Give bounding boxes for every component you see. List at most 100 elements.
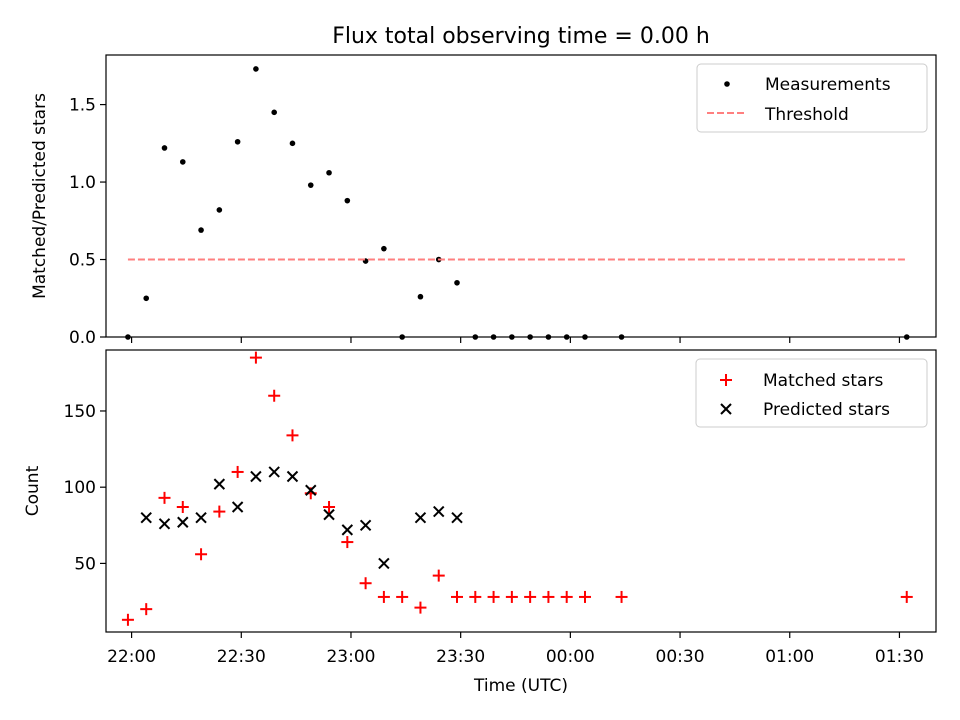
- legend-matched-marker: [720, 374, 732, 386]
- top-legend: Measurements Threshold: [696, 63, 928, 133]
- measurement-point: [289, 140, 296, 147]
- measurement-point: [216, 207, 223, 213]
- legend-predicted-marker: [720, 403, 732, 415]
- bottom-y-axis-label: Count: [23, 465, 43, 516]
- matched-stars-point: [900, 590, 913, 603]
- legend-matched-label: Matched stars: [763, 371, 883, 391]
- matched-stars-point: [158, 491, 171, 504]
- top-legend-box: [696, 63, 928, 133]
- measurement-point: [381, 245, 387, 252]
- measurement-point: [161, 145, 168, 151]
- matched-stars-point: [505, 590, 518, 603]
- matched-stars-point: [432, 569, 445, 582]
- top-x-ticks: [130, 337, 901, 343]
- predicted-stars-point: [268, 466, 280, 478]
- matched-stars-point: [377, 590, 390, 603]
- predicted-stars-point: [213, 478, 226, 490]
- predicted-stars-point: [195, 511, 207, 524]
- measurement-point: [234, 138, 241, 145]
- measurement-point: [179, 159, 186, 165]
- predicted-stars-point: [341, 524, 354, 536]
- measurement-point: [344, 197, 351, 204]
- predicted-stars-point: [305, 484, 317, 496]
- bottom-plot-area: [121, 351, 913, 626]
- top-panel: Matched/Predicted stars 0.0 0.5 1.0 1.5 Mea…: [30, 54, 937, 348]
- bottom-axes-frame: [105, 349, 937, 633]
- predicted-stars-point: [378, 557, 390, 570]
- matched-stars-point: [524, 590, 537, 603]
- matched-stars-point: [615, 590, 628, 603]
- bottom-y-tick-label: 50: [74, 554, 96, 574]
- predicted-stars-point: [177, 516, 189, 528]
- matched-stars-point: [578, 590, 591, 603]
- predicted-stars-point: [451, 511, 463, 524]
- predicted-stars-point: [140, 511, 152, 524]
- bottom-y-tick-label: 150: [64, 402, 96, 422]
- legend-measurements-marker: [724, 81, 730, 87]
- predicted-stars-point: [250, 470, 262, 483]
- matched-stars-point: [323, 501, 336, 514]
- matched-stars-point: [195, 548, 208, 561]
- matched-stars-point: [487, 590, 500, 603]
- x-tick-label: 22:30: [217, 647, 266, 667]
- legend-threshold-label: Threshold: [764, 105, 849, 125]
- matched-stars-point: [359, 577, 372, 590]
- matched-stars-point: [414, 601, 427, 614]
- matched-stars-point: [286, 429, 299, 442]
- matched-stars-point: [268, 389, 281, 402]
- matched-stars-point: [341, 536, 354, 549]
- matched-stars-point: [542, 590, 555, 603]
- top-axes-frame: [105, 54, 937, 338]
- bottom-x-ticks: 22:00 22:30 23:00 23:30 00:00 00:30 01:00 01:30: [107, 632, 924, 667]
- x-axis-label: Time (UTC): [473, 676, 568, 696]
- x-tick-label: 23:00: [326, 647, 375, 667]
- measurement-point: [307, 182, 314, 188]
- measurement-point: [417, 293, 424, 300]
- x-tick-label: 00:00: [546, 647, 595, 667]
- chart-title: Flux total observing time = 0.00 h: [332, 24, 710, 49]
- top-y-tick-label: 1.0: [69, 173, 96, 193]
- predicted-stars-point: [359, 519, 372, 532]
- x-tick-label: 01:00: [765, 647, 814, 667]
- x-tick-label: 01:30: [875, 647, 924, 667]
- x-tick-label: 23:30: [436, 647, 485, 667]
- bottom-legend: Matched stars Predicted stars: [695, 358, 928, 428]
- measurement-point: [454, 279, 460, 286]
- measurement-point: [198, 227, 204, 233]
- matched-stars-point: [121, 613, 134, 626]
- bottom-panel: Count Time (UTC) 50 100 150 22:00 22:30 23:0…: [23, 349, 937, 696]
- matched-stars-point: [213, 505, 226, 518]
- measurement-point: [143, 295, 150, 302]
- matched-stars-point: [560, 590, 573, 603]
- matched-stars-point: [231, 465, 244, 478]
- legend-measurements-label: Measurements: [765, 75, 891, 95]
- x-tick-label: 22:00: [107, 647, 156, 667]
- top-y-ticks: 0.0 0.5 1.0 1.5: [69, 96, 106, 348]
- predicted-stars-point: [323, 508, 335, 521]
- predicted-stars-point: [231, 501, 244, 513]
- matched-stars-point: [140, 603, 153, 616]
- legend-predicted-label: Predicted stars: [763, 400, 890, 420]
- x-tick-label: 00:30: [656, 647, 705, 667]
- predicted-stars-point: [286, 470, 299, 483]
- bottom-y-tick-label: 100: [64, 478, 96, 498]
- matched-stars-point: [176, 501, 189, 514]
- bottom-legend-box: [695, 358, 928, 428]
- matched-stars-point: [469, 590, 482, 603]
- matched-stars-point: [451, 590, 464, 603]
- matched-stars-point: [249, 351, 262, 364]
- top-y-tick-label: 0.5: [69, 251, 96, 271]
- predicted-stars-point: [433, 505, 445, 518]
- predicted-stars-point: [158, 518, 171, 530]
- bottom-y-ticks: 50 100 150: [64, 402, 106, 574]
- top-plot-area: [125, 66, 910, 340]
- measurement-point: [271, 109, 277, 116]
- matched-stars-point: [396, 590, 409, 603]
- top-y-tick-label: 1.5: [69, 96, 96, 116]
- measurement-point: [326, 169, 332, 176]
- predicted-stars-point: [414, 511, 427, 524]
- measurement-point: [253, 66, 259, 72]
- top-y-axis-label: Matched/Predicted stars: [30, 93, 50, 299]
- top-y-tick-label: 0.0: [69, 328, 96, 348]
